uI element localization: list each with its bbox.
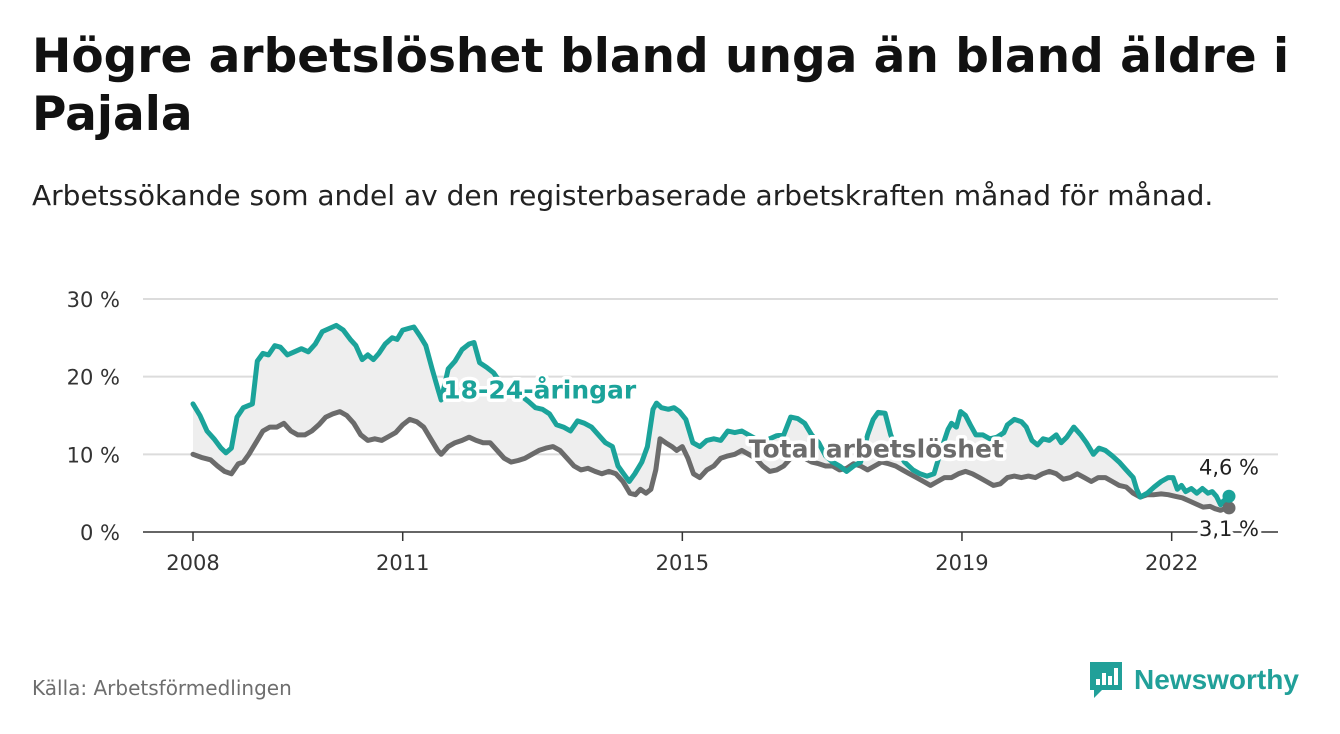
x-tick-label: 2015: [656, 551, 709, 575]
series-label-youth: 18-24-åringar: [443, 375, 637, 404]
end-label-youth: 4,6 %: [1199, 455, 1259, 479]
line-chart: 2008 2011 2015 2019 2022 0 % 10 % 20 % 30 % 18-…: [67, 288, 1278, 575]
series-line-youth: [190, 322, 1232, 509]
y-tick-label: 10 %: [67, 443, 120, 467]
end-marker-youth: [1222, 489, 1236, 503]
annotations: 18-24-åringar Total arbetslöshet 4,6 % 3,1 …: [440, 372, 1263, 545]
newsworthy-chart-icon: [1090, 662, 1122, 698]
series-label-total: Total arbetslöshet: [749, 434, 1004, 463]
y-axis: 0 % 10 % 20 % 30 %: [67, 288, 120, 545]
x-tick-label: 2011: [376, 551, 429, 575]
source-credit: Källa: Arbetsförmedlingen: [32, 676, 292, 700]
y-tick-label: 20 %: [67, 366, 120, 390]
x-tick-label: 2022: [1145, 551, 1198, 575]
brand-name: Newsworthy: [1134, 664, 1299, 695]
chart-subtitle: Arbetssökande som andel av den registerb…: [32, 179, 1214, 212]
y-tick-label: 0 %: [80, 521, 120, 545]
chart-title: Högre arbetslöshet bland unga än bland ä…: [32, 29, 1290, 142]
brand-logo: Newsworthy: [1088, 660, 1299, 700]
y-tick-label: 30 %: [67, 288, 120, 312]
x-axis: 2008 2011 2015 2019 2022: [166, 532, 1198, 575]
x-tick-label: 2019: [935, 551, 988, 575]
series-line-total: [190, 409, 1232, 513]
series-lines: [190, 322, 1232, 513]
x-tick-label: 2008: [166, 551, 219, 575]
end-label-total: 3,1 %: [1199, 517, 1259, 541]
gap-band: [193, 325, 1229, 511]
gap-band-area: [193, 325, 1229, 511]
end-marker-total: [1222, 501, 1236, 515]
